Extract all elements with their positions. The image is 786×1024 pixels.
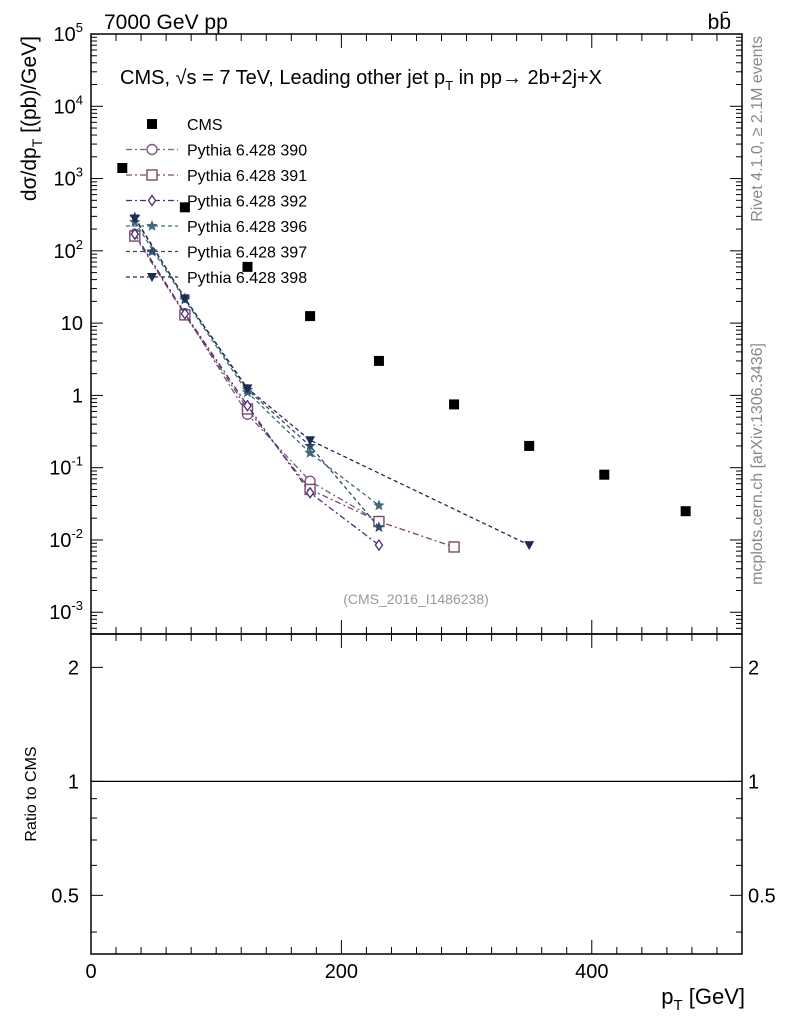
data-point [130,228,140,241]
data-point [243,399,252,412]
analysis-watermark: (CMS_2016_I1486238) [343,591,489,607]
ratio-plot-frame [90,633,743,955]
legend-marker [146,220,158,231]
legend: CMS Pythia 6.428 390 Pythia 6.428 391 Pythi… [126,117,307,287]
ratio-y-tick-label-left: 2 [68,657,79,679]
ratio-y-axis-ticks: 0.5 0.5 1 1 2 2 [51,657,776,933]
data-point [179,202,190,213]
legend-label: Pythia 6.428 396 [187,219,307,236]
data-point [524,440,535,451]
data-point [373,521,385,533]
data-point [180,307,190,320]
legend-label: CMS [187,117,223,134]
plot-title: CMS, √s = 7 TeV, Leading other jet pT in… [120,67,602,93]
main-y-axis-ticks: 10-3 10-2 10-1 1 10 102 103 104 105 [49,20,742,635]
legend-entry: Pythia 6.428 396 [126,219,307,236]
legend-label: Pythia 6.428 397 [187,245,307,262]
legend-entry: Pythia 6.428 391 [126,168,307,185]
main-y-tick-label: 10-2 [49,526,83,552]
ratio-y-tick-label-left: 0.5 [51,885,79,907]
x-axis-ticks: 0 200 400 [85,34,743,983]
series-line [134,217,380,528]
x-tick-label: 400 [575,961,608,983]
data-point [129,214,140,224]
legend-marker [146,245,158,257]
series-6 [129,214,535,551]
rivet-version-label: Rivet 4.1.0, ≥ 2.1M events [749,36,766,222]
mcplots-label: mcplots.cern.ch [arXiv:1306.3436] [749,343,766,585]
data-point [117,162,128,173]
legend-marker [146,143,158,156]
legend-label: Pythia 6.428 390 [187,143,307,160]
series-3 [130,228,384,552]
legend-label: Pythia 6.428 398 [187,270,307,287]
main-y-tick-label: 1 [72,385,83,407]
data-series-layer [117,162,691,553]
main-y-tick-label: 10-3 [49,598,83,624]
legend-marker [147,119,157,129]
data-point [305,436,316,446]
data-point [449,399,460,410]
data-point [242,261,253,272]
series-line [134,221,380,506]
ratio-y-tick-label-right: 1 [748,771,759,793]
data-point [304,446,316,458]
legend-marker [146,169,158,181]
data-point [373,355,384,366]
data-point [242,384,253,394]
main-y-tick-label: 10 [61,313,83,335]
series-0 [117,162,691,517]
legend-entry: Pythia 6.428 392 [126,194,307,211]
legend-entry: CMS [147,117,223,134]
ratio-y-tick-label-right: 2 [748,657,759,679]
main-y-tick-label: 104 [54,92,83,118]
x-axis-label: pT [GeV] [661,984,745,1014]
series-line [134,218,530,546]
data-point [524,541,535,551]
x-tick-label: 0 [85,961,96,983]
data-point [374,538,384,552]
data-point [599,469,610,480]
data-point [304,439,316,451]
ratio-y-tick-label-left: 1 [68,771,79,793]
data-point [179,294,190,304]
data-point [305,311,316,322]
legend-entry: Pythia 6.428 398 [126,270,307,287]
x-tick-label: 200 [325,961,358,983]
process-label: bb̄ [708,11,731,34]
main-y-tick-label: 103 [54,165,83,191]
legend-entry: Pythia 6.428 397 [126,245,307,262]
legend-marker [147,194,157,207]
main-y-axis-label: dσ/dpT [(pb)/GeV] [18,36,45,201]
data-point [448,541,460,553]
legend-label: Pythia 6.428 392 [187,194,307,211]
series-line [134,235,455,548]
ratio-y-axis-label: Ratio to CMS [23,746,40,841]
main-y-tick-label: 10-1 [49,454,83,480]
legend-entry: Pythia 6.428 390 [126,143,307,160]
main-y-tick-label: 105 [54,20,83,46]
main-y-tick-label: 102 [54,237,83,263]
data-point [305,486,315,499]
energy-label: 7000 GeV pp [104,11,228,34]
ratio-y-tick-label-right: 0.5 [748,885,776,907]
data-point [680,506,691,517]
legend-marker [147,273,157,282]
data-point [373,499,385,511]
legend-label: Pythia 6.428 391 [187,168,307,185]
